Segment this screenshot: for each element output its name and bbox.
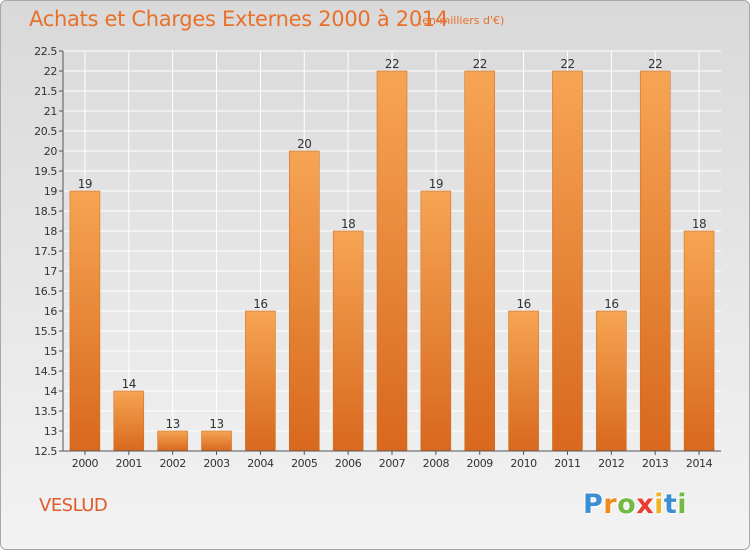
y-tick-label: 22 xyxy=(44,65,57,78)
data-label-2000: 19 xyxy=(78,177,92,191)
bar-2014 xyxy=(683,230,715,452)
y-tick-label: 19 xyxy=(44,185,58,198)
x-tick-label-2010: 2010 xyxy=(510,457,537,470)
y-tick-label: 15.5 xyxy=(34,325,57,338)
bar-2006 xyxy=(332,230,364,452)
data-label-2007: 22 xyxy=(385,57,399,71)
logo-letter: o xyxy=(617,489,637,520)
x-tick-label-2004: 2004 xyxy=(247,457,274,470)
x-tick-label-2005: 2005 xyxy=(291,457,318,470)
bar-2002 xyxy=(157,430,188,452)
data-label-2006: 18 xyxy=(341,217,355,231)
logo-letter: i xyxy=(677,489,688,520)
y-tick-label: 12.5 xyxy=(34,445,57,458)
bar-2013 xyxy=(639,70,671,452)
bar-2007 xyxy=(376,70,408,452)
commune-name: VESLUD xyxy=(39,495,108,516)
data-label-2005: 20 xyxy=(297,137,311,151)
y-tick-label: 20 xyxy=(44,145,58,158)
y-tick-label: 16.5 xyxy=(34,285,57,298)
y-tick-label: 18 xyxy=(44,225,58,238)
logo-letter: i xyxy=(654,489,664,520)
data-label-2013: 22 xyxy=(648,57,662,71)
y-tick-label: 15 xyxy=(44,345,58,358)
chart-subtitle: (en milliers d'€) xyxy=(418,14,505,27)
data-label-2003: 13 xyxy=(209,417,223,431)
x-tick-label-2009: 2009 xyxy=(467,457,494,470)
data-label-2011: 22 xyxy=(560,57,574,71)
bar-2011 xyxy=(552,70,583,452)
y-tick-label: 22.5 xyxy=(34,45,57,58)
y-tick-label: 13.5 xyxy=(34,405,57,418)
bar-2009 xyxy=(464,70,495,452)
bar-2003 xyxy=(201,430,232,452)
x-tick-label-2011: 2011 xyxy=(554,457,580,470)
bar-2005 xyxy=(289,150,320,452)
proxiti-logo[interactable]: Proxiti xyxy=(583,489,687,520)
x-tick-label-2013: 2013 xyxy=(642,457,669,470)
x-tick-label-2002: 2002 xyxy=(159,457,185,470)
logo-letter: P xyxy=(583,489,604,520)
y-tick-label: 18.5 xyxy=(34,205,57,218)
y-tick-label: 16 xyxy=(44,305,58,318)
bar-2001 xyxy=(113,390,145,452)
x-tick-label-2014: 2014 xyxy=(686,457,713,470)
x-tick-label-2000: 2000 xyxy=(72,457,99,470)
bar-2012 xyxy=(596,310,627,452)
chart-title: Achats et Charges Externes 2000 à 2014 xyxy=(29,7,449,31)
logo-letter: r xyxy=(603,489,618,520)
bar-2004 xyxy=(245,310,276,452)
y-tick-label: 20.5 xyxy=(34,125,57,138)
y-tick-label: 17 xyxy=(44,265,58,278)
y-tick-label: 13 xyxy=(44,425,58,438)
y-tick-label: 14.5 xyxy=(34,365,57,378)
data-label-2001: 14 xyxy=(122,377,136,391)
data-label-2012: 16 xyxy=(604,297,618,311)
data-label-2010: 16 xyxy=(516,297,530,311)
bar-2010 xyxy=(508,310,539,452)
y-tick-label: 19.5 xyxy=(34,165,57,178)
logo-letter: x xyxy=(636,489,655,520)
x-tick-label-2001: 2001 xyxy=(116,457,142,470)
y-tick-label: 21 xyxy=(44,105,57,118)
data-label-2008: 19 xyxy=(429,177,443,191)
bar-2000 xyxy=(69,190,101,452)
data-label-2009: 22 xyxy=(473,57,487,71)
y-tick-label: 17.5 xyxy=(34,245,57,258)
x-tick-label-2003: 2003 xyxy=(203,457,230,470)
x-tick-label-2012: 2012 xyxy=(598,457,624,470)
y-tick-label: 14 xyxy=(44,385,58,398)
y-tick-label: 21.5 xyxy=(34,85,57,98)
axes: 12.5 13 13.5 14 14.5 15 15.5 16 16.5 17 17.5 18 18.5… xyxy=(34,45,721,470)
x-tick-label-2006: 2006 xyxy=(335,457,362,470)
logo-letter: t xyxy=(663,489,678,520)
bar-2008 xyxy=(420,190,452,452)
x-tick-label-2008: 2008 xyxy=(423,457,450,470)
bars: 19 14 13 13 16 20 18 22 19 22 16 22 16 22 18 xyxy=(69,57,715,452)
x-tick-label-2007: 2007 xyxy=(379,457,406,470)
data-label-2002: 13 xyxy=(166,417,180,431)
data-label-2014: 18 xyxy=(692,217,706,231)
data-label-2004: 16 xyxy=(253,297,267,311)
